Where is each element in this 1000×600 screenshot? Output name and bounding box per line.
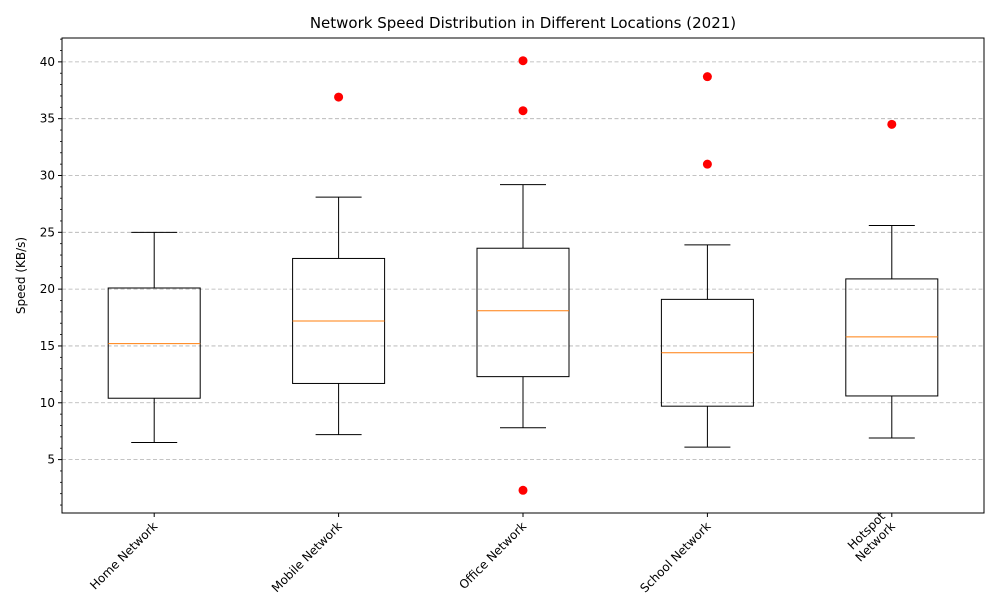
x-tick-label: Mobile Network	[269, 519, 345, 595]
box-iqr	[107, 287, 201, 399]
outlier-point	[518, 485, 528, 495]
outlier-point	[702, 72, 712, 82]
y-tick-label: 35	[40, 112, 55, 126]
box-iqr	[476, 247, 570, 378]
outlier-point	[702, 159, 712, 169]
x-tick-label: HotspotNetwork	[843, 509, 898, 564]
y-tick-label: 40	[40, 55, 55, 69]
y-tick-label: 20	[40, 282, 55, 296]
chart-title: Network Speed Distribution in Different …	[310, 14, 736, 32]
x-tick-label: Office Network	[456, 519, 529, 592]
y-tick-label: 30	[40, 169, 55, 183]
box-group	[845, 119, 939, 439]
boxes	[107, 56, 939, 495]
y-tick-label: 10	[40, 396, 55, 410]
axes: 5 10 15 20 25 30 35 40 Home Network Mobile Networ…	[40, 38, 898, 595]
box-group	[476, 56, 570, 495]
grid-lines	[62, 61, 984, 460]
x-tick-label: School Network	[637, 519, 713, 595]
box-group	[292, 92, 386, 436]
outlier-point	[518, 106, 528, 116]
y-tick-label: 25	[40, 225, 55, 239]
y-tick-label: 15	[40, 339, 55, 353]
outlier-point	[518, 56, 528, 66]
outlier-point	[334, 92, 344, 102]
outlier-point	[887, 119, 897, 129]
box-group	[660, 72, 754, 448]
y-tick-label: 5	[47, 453, 55, 467]
box-group	[107, 231, 201, 444]
box-iqr	[845, 278, 939, 397]
x-tick-label: Home Network	[87, 519, 160, 592]
y-axis-label: Speed (KB/s)	[14, 237, 28, 314]
